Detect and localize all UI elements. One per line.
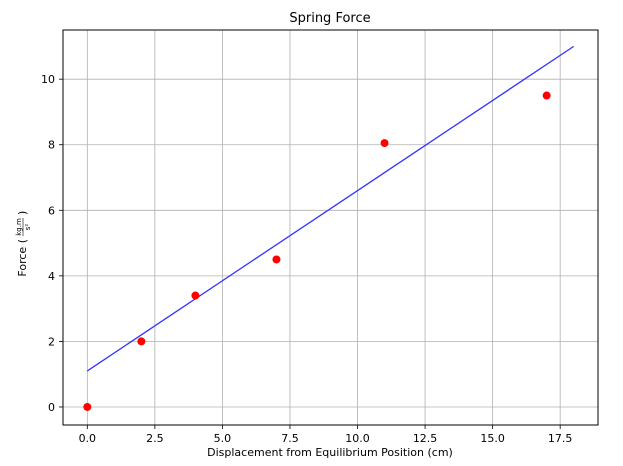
y-axis-label-prefix: Force (: [16, 239, 29, 277]
data-point: [542, 91, 551, 100]
x-tick-label: 0.0: [79, 432, 97, 445]
grid: [63, 30, 598, 425]
y-axis-label: Force ( kg.m s² ): [15, 211, 32, 277]
y-tick-label: 0: [48, 401, 55, 414]
x-tick-label: 10.0: [345, 432, 370, 445]
fit-line: [86, 45, 575, 372]
data-point: [137, 337, 146, 346]
y-tick-label: 2: [48, 335, 55, 348]
x-tick-label: 12.5: [413, 432, 438, 445]
chart-title: Spring Force: [289, 11, 370, 26]
y-tick-label: 8: [48, 139, 55, 152]
y-axis-label-denominator: s²: [24, 224, 32, 231]
x-tick-label: 2.5: [146, 432, 164, 445]
data-point: [380, 139, 389, 148]
data-point: [191, 291, 200, 300]
x-tick-label: 5.0: [214, 432, 232, 445]
ticks: 0.0 2.5 5.0 7.5 10.0 12.5 15.0 17.5 0 2 4 6 8 10: [41, 73, 572, 445]
data-layer: [83, 45, 575, 411]
y-tick-label: 4: [48, 270, 55, 283]
x-tick-label: 15.0: [480, 432, 505, 445]
plot-area: [63, 30, 598, 425]
x-tick-label: 17.5: [548, 432, 573, 445]
y-axis-label-numerator: kg.m: [15, 218, 23, 236]
x-axis-label: Displacement from Equilibrium Position (…: [207, 446, 453, 459]
x-tick-label: 7.5: [281, 432, 299, 445]
data-point: [83, 402, 92, 411]
data-point: [272, 255, 281, 264]
y-tick-label: 10: [41, 73, 55, 86]
y-axis-label-suffix: ): [16, 211, 29, 215]
plot-frame: [62, 29, 599, 426]
y-tick-label: 6: [48, 204, 55, 217]
